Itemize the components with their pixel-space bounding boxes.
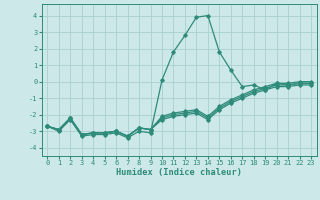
X-axis label: Humidex (Indice chaleur): Humidex (Indice chaleur) [116,168,242,177]
